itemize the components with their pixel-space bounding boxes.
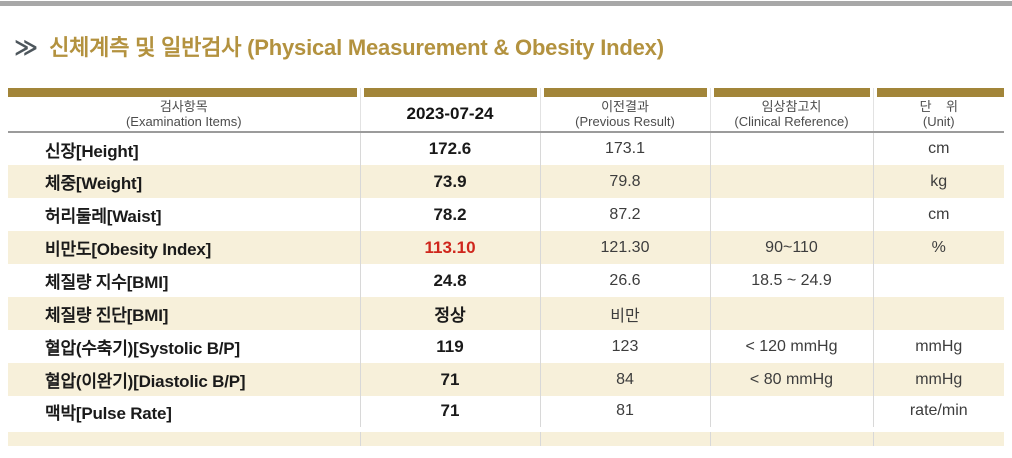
- header-row: 검사항목 (Examination Items) 2023-07-24 이전결과…: [8, 88, 1004, 133]
- column-header-items: 검사항목 (Examination Items): [8, 88, 360, 133]
- result-cell: 24.8: [359, 264, 540, 297]
- item-name-cell: 허리둘레[Waist]: [45, 207, 162, 226]
- table-row-bmi: 체질량 지수[BMI] 24.8 26.6 18.5 ~ 24.9: [8, 264, 1004, 297]
- table-row-waist: 허리둘레[Waist] 78.2 87.2 cm: [8, 198, 1004, 231]
- unit-cell: [872, 297, 1004, 330]
- previous-result-cell: 비만: [539, 297, 710, 330]
- unit-cell: mmHg: [872, 363, 1004, 396]
- column-header-date: 2023-07-24: [359, 88, 540, 133]
- item-name-cell: 체중[Weight]: [8, 165, 360, 198]
- previous-result-cell: [539, 426, 710, 446]
- previous-result-cell: 173.1: [539, 132, 710, 165]
- item-name-cell: 체질량 지수[BMI]: [45, 273, 169, 292]
- gold-header-bar: [543, 88, 707, 97]
- column-header-date-label: 2023-07-24: [406, 103, 494, 123]
- item-name-cell: 비만도[Obesity Index]: [8, 231, 360, 264]
- result-cell: 71: [359, 363, 540, 396]
- table-row-obesity-index: 비만도[Obesity Index] 113.10 121.30 90~110 …: [8, 231, 1004, 264]
- table-row-diastolic-bp: 혈압(이완기)[Diastolic B/P] 71 84 < 80 mmHg m…: [8, 363, 1004, 396]
- reference-cell: < 80 mmHg: [709, 363, 873, 396]
- previous-result-cell: 81: [539, 396, 710, 429]
- previous-result-cell: 123: [539, 330, 710, 363]
- column-header-reference-ko: 임상참고치: [761, 98, 822, 114]
- item-name-cell: 혈압(수축기)[Systolic B/P]: [45, 339, 240, 358]
- column-header-previous-ko: 이전결과: [601, 98, 649, 114]
- reference-cell: 18.5 ~ 24.9: [709, 264, 873, 297]
- gold-header-bar: [876, 88, 1004, 97]
- column-header-items-ko: 검사항목: [159, 98, 208, 114]
- previous-result-cell: 121.30: [539, 231, 710, 264]
- reference-cell: < 120 mmHg: [709, 330, 873, 363]
- result-cell: 73.9: [359, 165, 540, 198]
- table-row-empty: [8, 426, 1004, 446]
- reference-cell: [709, 396, 873, 429]
- measurement-table: 검사항목 (Examination Items) 2023-07-24 이전결과…: [8, 88, 1004, 446]
- reference-cell: [709, 198, 873, 231]
- result-cell: 71: [359, 396, 540, 429]
- result-cell-abnormal: 113.10: [359, 231, 540, 264]
- gold-header-bar: [363, 88, 537, 97]
- gold-header-bar: [713, 88, 870, 97]
- previous-result-cell: 87.2: [539, 198, 710, 231]
- column-header-reference: 임상참고치 (Clinical Reference): [709, 88, 873, 133]
- table-row-weight: 체중[Weight] 73.9 79.8 kg: [8, 165, 1004, 198]
- result-cell: 78.2: [359, 198, 540, 231]
- reference-cell: [709, 132, 873, 165]
- gold-header-bar: [8, 88, 357, 97]
- item-name-cell: 신장[Height]: [45, 141, 139, 161]
- unit-cell: cm: [872, 132, 1004, 165]
- result-cell: 정상: [359, 297, 540, 330]
- top-divider-bar: [0, 1, 1012, 6]
- reference-cell: [709, 297, 873, 330]
- table-row-pulse-rate: 맥박[Pulse Rate] 71 81 rate/min: [8, 396, 1004, 429]
- unit-cell: %: [872, 231, 1004, 264]
- column-header-reference-en: (Clinical Reference): [734, 114, 849, 129]
- column-header-items-en: (Examination Items): [125, 114, 242, 129]
- item-name-cell: [8, 426, 360, 446]
- column-header-unit-ko: 단 위: [919, 98, 958, 114]
- previous-result-cell: 84: [539, 363, 710, 396]
- unit-cell: mmHg: [872, 330, 1004, 363]
- item-name-cell: 혈압(이완기)[Diastolic B/P]: [8, 363, 360, 396]
- unit-cell: kg: [872, 165, 1004, 198]
- column-header-previous-en: (Previous Result): [575, 114, 675, 129]
- column-header-unit-en: (Unit): [922, 114, 955, 129]
- result-cell: 119: [359, 330, 540, 363]
- unit-cell: rate/min: [872, 396, 1004, 429]
- previous-result-cell: 26.6: [539, 264, 710, 297]
- item-name-cell: 맥박[Pulse Rate]: [45, 403, 172, 423]
- table-row-systolic-bp: 혈압(수축기)[Systolic B/P] 119 123 < 120 mmHg…: [8, 330, 1004, 363]
- result-cell: [359, 426, 540, 446]
- unit-cell: [872, 264, 1004, 297]
- unit-cell: cm: [872, 198, 1004, 231]
- table-row-bmi-diagnosis: 체질량 진단[BMI] 정상 비만: [8, 297, 1004, 330]
- column-header-previous: 이전결과 (Previous Result): [539, 88, 710, 133]
- previous-result-cell: 79.8: [539, 165, 710, 198]
- double-chevron-icon: ≫: [14, 34, 39, 60]
- table-row-height: 신장[Height] 172.6 173.1 cm: [8, 132, 1004, 165]
- page-title: 신체계측 및 일반검사 (Physical Measurement & Obes…: [49, 35, 664, 60]
- reference-cell: [709, 426, 873, 446]
- result-cell: 172.6: [359, 132, 540, 165]
- reference-cell: [709, 165, 873, 198]
- unit-cell: [872, 426, 1004, 446]
- item-name-cell: 체질량 진단[BMI]: [8, 297, 360, 330]
- reference-cell: 90~110: [709, 231, 873, 264]
- column-header-unit: 단 위 (Unit): [872, 88, 1004, 133]
- section-title-row: ≫ 신체계측 및 일반검사 (Physical Measurement & Ob…: [14, 30, 664, 62]
